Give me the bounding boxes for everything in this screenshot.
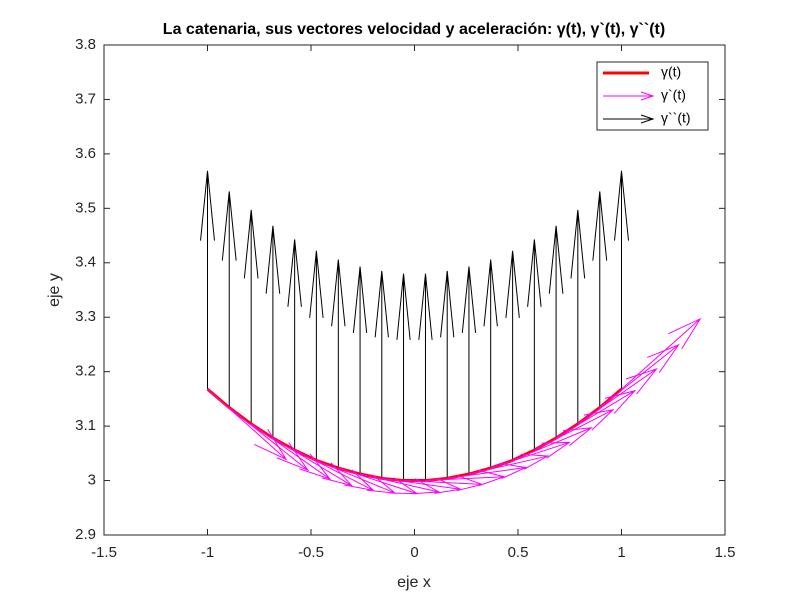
- vector-arrow: [331, 259, 346, 469]
- legend-label: γ`(t): [661, 87, 686, 103]
- vector-arrow: [614, 170, 629, 390]
- vector-arrow: [483, 259, 498, 469]
- x-tick-label: 0: [410, 544, 418, 561]
- vector-arrow: [548, 225, 564, 439]
- x-tick-label: -1.5: [91, 544, 117, 561]
- y-tick-label: 3.3: [75, 308, 96, 325]
- y-tick-label: 3.1: [75, 417, 96, 434]
- y-axis-label: eje y: [46, 273, 63, 307]
- legend-swatch: [603, 114, 655, 124]
- vector-arrow: [287, 239, 302, 451]
- y-tick-label: 2.9: [75, 526, 96, 543]
- y-tick-label: 3.7: [75, 90, 96, 107]
- vector-arrow: [221, 191, 237, 408]
- vector-arrow: [505, 250, 520, 461]
- vector-arrow: [309, 250, 324, 461]
- y-tick-label: 3.2: [75, 363, 96, 380]
- x-tick-label: -0.5: [298, 544, 324, 561]
- vector-arrow: [352, 266, 368, 475]
- x-tick-label: 0.5: [508, 544, 529, 561]
- vector-arrow: [272, 437, 354, 487]
- chart-title: La catenaria, sus vectores velocidad y a…: [163, 21, 665, 38]
- y-tick-label: 3.8: [75, 36, 96, 53]
- x-tick-label: -1: [201, 544, 214, 561]
- vector-arrow: [359, 473, 441, 495]
- vector-arrow: [250, 423, 332, 480]
- y-tick-label: 3.6: [75, 145, 96, 162]
- vector-arrow: [461, 266, 477, 475]
- vector-arrow: [396, 273, 411, 481]
- vector-arrow: [440, 270, 455, 479]
- vector-arrow: [374, 270, 389, 479]
- vector-arrow: [265, 225, 281, 439]
- x-axis-label: eje x: [397, 574, 431, 591]
- x-tick-label: 1.5: [715, 544, 736, 561]
- vector-arrow: [527, 239, 542, 451]
- legend-label: γ(t): [661, 64, 681, 80]
- vector-arrow: [570, 209, 586, 424]
- legend-swatch: [603, 91, 655, 101]
- vector-arrow: [599, 343, 680, 408]
- vector-arrow: [512, 427, 593, 461]
- y-tick-label: 3.4: [75, 254, 96, 271]
- vector-arrow: [200, 170, 215, 390]
- x-tick-label: 1: [617, 544, 625, 561]
- vector-arrow: [621, 317, 702, 390]
- y-tick-label: 3: [88, 472, 96, 489]
- vector-arrow: [592, 191, 608, 408]
- vector-arrow: [418, 273, 433, 481]
- y-tick-label: 3.5: [75, 199, 96, 216]
- vector-arrow: [490, 441, 571, 469]
- legend-label: γ``(t): [661, 110, 691, 126]
- vector-arrow: [243, 209, 259, 424]
